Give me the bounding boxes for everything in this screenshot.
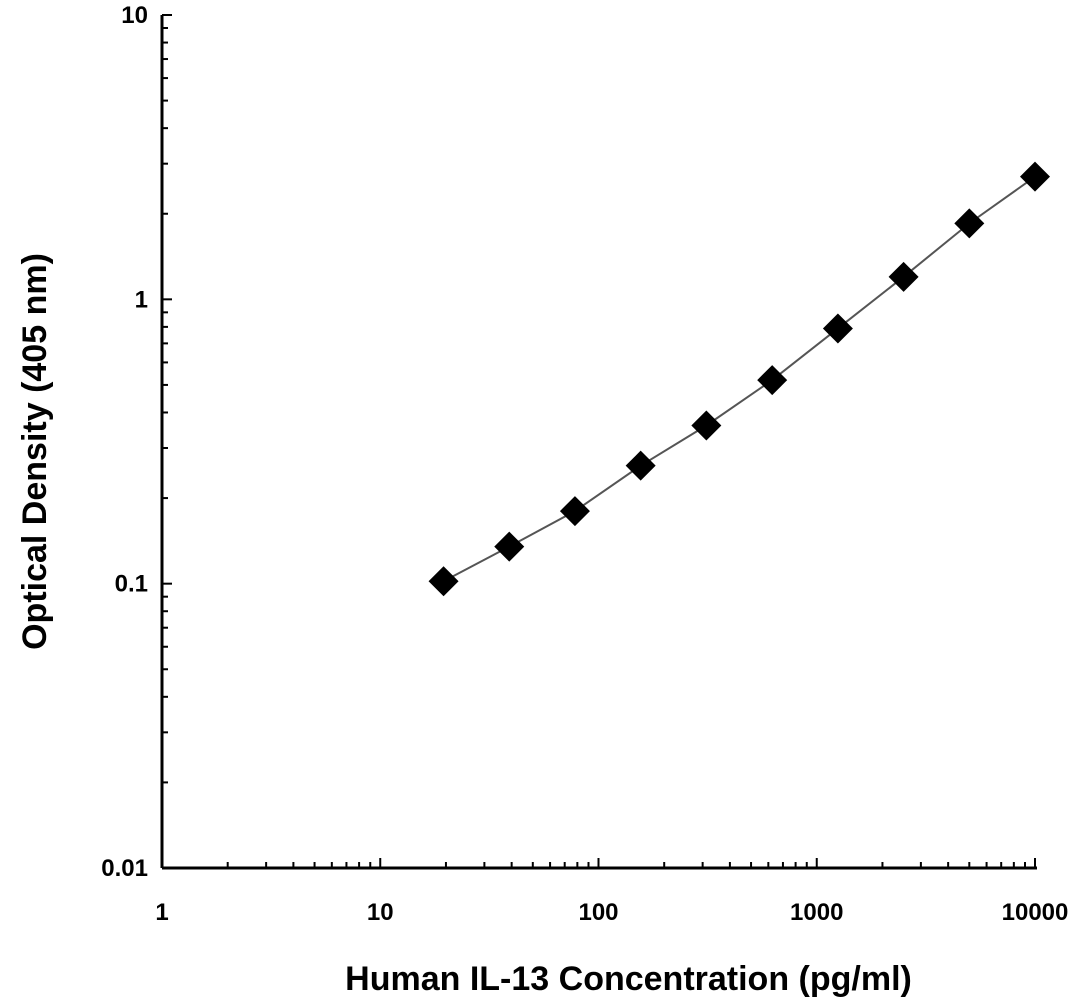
y-axis-title: Optical Density (405 nm): [16, 253, 54, 650]
x-tick-label: 10000: [1002, 899, 1069, 926]
data-point: [691, 410, 722, 441]
data-point: [625, 450, 656, 481]
data-point: [1020, 161, 1050, 192]
x-tick-label: 1000: [790, 899, 843, 926]
y-tick-label: 1: [135, 286, 148, 313]
series-layer: [428, 161, 1050, 597]
data-point: [757, 365, 788, 396]
y-tick-label: 0.01: [101, 855, 148, 882]
axes: [160, 15, 1037, 870]
y-tick-label: 0.1: [115, 571, 148, 598]
series-line: [443, 175, 1036, 583]
data-point: [559, 496, 590, 527]
data-point: [428, 566, 459, 597]
x-tick-label: 1: [155, 899, 168, 926]
ticks: 10 1 0.1 0.01 1 10 100 1000 10000: [101, 2, 1068, 926]
data-point: [888, 261, 919, 292]
data-point: [822, 313, 853, 344]
x-tick-label: 10: [367, 899, 394, 926]
data-point: [954, 208, 985, 239]
data-point: [494, 531, 525, 562]
y-tick-label: 10: [121, 2, 148, 29]
x-axis-title: Human IL-13 Concentration (pg/ml): [345, 960, 912, 998]
x-tick-label: 100: [578, 899, 618, 926]
